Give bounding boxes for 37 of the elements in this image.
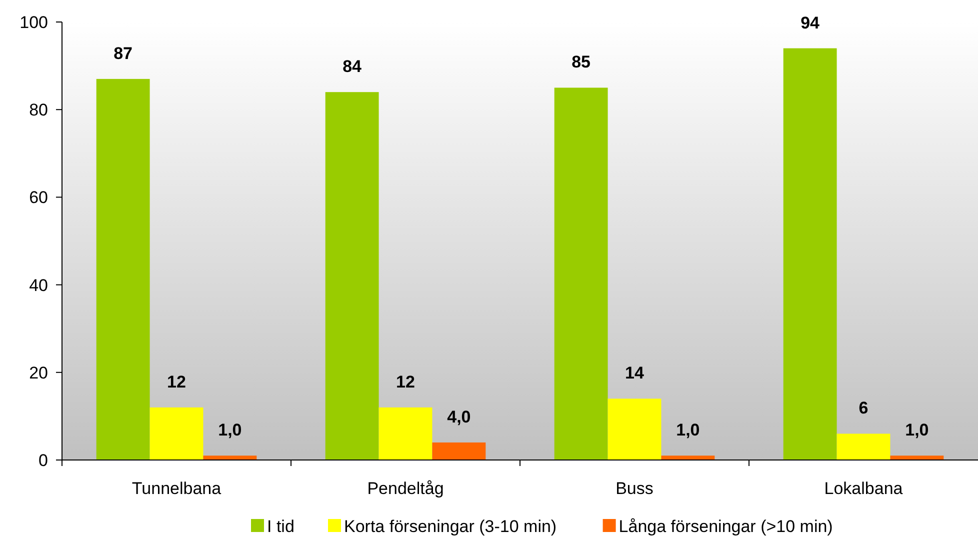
legend-label: Långa förseningar (>10 min) [618,517,833,536]
bar [890,456,944,460]
x-tick-label: Tunnelbana [132,479,222,498]
data-label: 12 [396,372,415,392]
y-tick-label: 100 [20,12,48,32]
bar [150,407,204,460]
y-tick-label: 0 [38,450,48,470]
data-label: 85 [572,52,591,72]
x-tick-label: Buss [616,479,654,498]
bar [554,88,608,460]
bar [378,407,432,460]
bar [836,434,890,460]
data-label: 1,0 [218,420,242,440]
y-tick-label: 60 [29,188,48,208]
data-label: 14 [625,364,644,383]
data-label: 1,0 [905,420,929,440]
data-label: 6 [858,398,868,418]
legend-label: Korta förseningar (3-10 min) [344,517,557,536]
y-tick-label: 40 [29,276,48,295]
data-label: 84 [342,57,362,76]
data-label: 12 [167,372,186,392]
bar [783,48,837,460]
bar [325,92,379,460]
data-label: 87 [114,44,133,63]
bar [608,398,662,460]
bar [432,442,486,460]
data-label: 4,0 [447,407,471,426]
y-tick-label: 20 [29,363,48,382]
bar [96,78,150,460]
x-tick-label: Pendeltåg [367,479,444,498]
legend-label: I tid [267,517,294,536]
bar [203,456,257,460]
x-tick-label: Lokalbana [824,479,904,498]
data-label: 1,0 [676,420,700,440]
bar [661,456,715,460]
y-tick-label: 80 [29,100,48,120]
data-label: 94 [800,13,820,32]
